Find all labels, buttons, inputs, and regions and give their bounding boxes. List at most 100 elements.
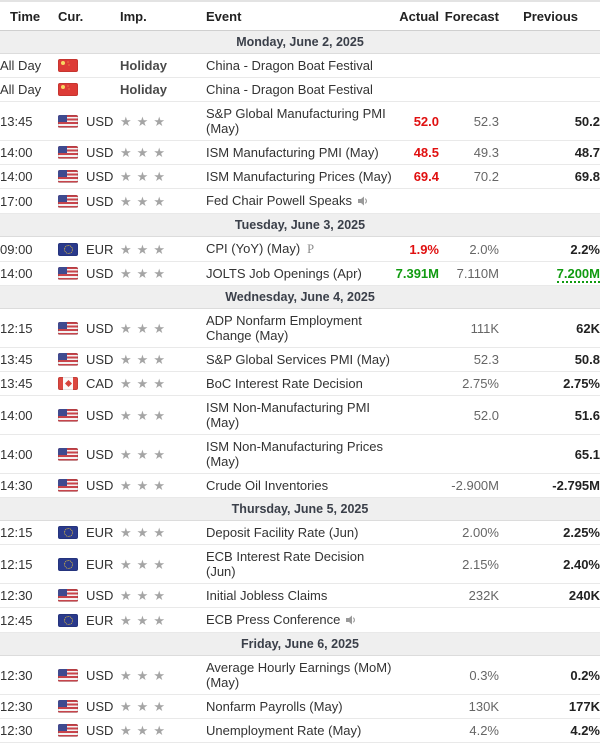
event-name[interactable]: ECB Interest Rate Decision (Jun) (206, 544, 394, 584)
previous-value: 0.2% (499, 655, 600, 695)
event-name[interactable]: BoC Interest Rate Decision (206, 371, 394, 396)
currency-code: USD (86, 667, 114, 683)
event-name[interactable]: Fed Chair Powell Speaks (206, 188, 394, 214)
forecast-value: 7.110M (439, 261, 499, 286)
currency-cell: USD (58, 188, 120, 214)
actual-value (394, 347, 439, 372)
event-row[interactable]: 14:00 USD ★ ★ ★ ISM Manufacturing Prices (May… (0, 164, 600, 189)
event-name[interactable]: Initial Jobless Claims (206, 583, 394, 608)
date-separator-row: Wednesday, June 4, 2025 (0, 285, 600, 309)
event-name[interactable]: S&P Global Services PMI (May) (206, 347, 394, 372)
date-label: Thursday, June 5, 2025 (0, 497, 600, 521)
event-name[interactable]: ISM Non-Manufacturing PMI (May) (206, 395, 394, 435)
star-icon: ★ (120, 320, 132, 336)
event-row[interactable]: 09:00 EUR ★ ★ ★ CPI (YoY) (May) P 1.9% 2.0% 2.2% (0, 236, 600, 262)
star-icon: ★ (153, 446, 165, 462)
star-icon: ★ (153, 723, 165, 738)
us-flag-icon (58, 724, 78, 737)
us-flag-icon (58, 170, 78, 183)
forecast-value: 111K (439, 308, 499, 348)
event-row[interactable]: 17:00 USD ★ ★ ★ Fed Chair Powell Speaks (0, 188, 600, 214)
event-row[interactable]: 14:00 USD ★ ★ ★ JOLTS Job Openings (Apr) 7.391… (0, 261, 600, 286)
event-name[interactable]: ADP Nonfarm Employment Change (May) (206, 308, 394, 348)
star-icon: ★ (136, 352, 149, 367)
event-name[interactable]: CPI (YoY) (May) P (206, 236, 394, 262)
holiday-cell: Holiday (120, 53, 206, 78)
importance-rating: ★ ★ ★ (120, 520, 206, 545)
event-row[interactable]: 12:15 USD ★ ★ ★ ADP Nonfarm Employment Change… (0, 308, 600, 348)
previous-text: 2.75% (563, 376, 600, 391)
forecast-value (439, 188, 499, 214)
actual-value (394, 607, 439, 633)
star-icon: ★ (153, 376, 165, 391)
event-time: 12:15 (0, 544, 58, 584)
star-icon: ★ (120, 556, 132, 572)
event-row[interactable]: All Day Holiday China - Dragon Boat Festiv… (0, 53, 600, 78)
event-name[interactable]: China - Dragon Boat Festival (206, 77, 394, 102)
event-row[interactable]: 14:00 USD ★ ★ ★ ISM Non-Manufacturing Prices … (0, 434, 600, 474)
star-icon: ★ (136, 376, 149, 391)
event-name[interactable]: Average Hourly Earnings (MoM) (May) (206, 655, 394, 695)
event-row[interactable]: All Day Holiday China - Dragon Boat Festiv… (0, 77, 600, 102)
event-time: 14:00 (0, 140, 58, 165)
us-flag-icon (58, 114, 78, 128)
event-row[interactable]: 12:15 EUR ★ ★ ★ ECB Interest Rate Decision (J… (0, 544, 600, 584)
currency-cell: EUR (58, 607, 120, 633)
event-row[interactable]: 12:30 USD ★ ★ ★ Unemployment Rate (May) 4.2% 4.… (0, 718, 600, 743)
event-row[interactable]: 13:45 USD ★ ★ ★ S&P Global Services PMI (May)… (0, 347, 600, 372)
us-flag-icon (58, 321, 78, 335)
forecast-value: 70.2 (439, 164, 499, 189)
importance-rating: ★ ★ ★ (120, 544, 206, 584)
star-icon: ★ (136, 407, 149, 423)
col-header-actual: Actual (394, 1, 439, 31)
event-name[interactable]: JOLTS Job Openings (Apr) (206, 261, 394, 286)
actual-value (394, 718, 439, 743)
event-time: 13:45 (0, 347, 58, 372)
importance-rating: ★ ★ ★ (120, 164, 206, 189)
star-icon: ★ (153, 478, 165, 493)
event-time: 12:15 (0, 520, 58, 545)
previous-value: 4.2% (499, 718, 600, 743)
event-time: 12:30 (0, 718, 58, 743)
event-row[interactable]: 12:45 EUR ★ ★ ★ ECB Press Conference (0, 607, 600, 633)
star-icon: ★ (120, 352, 132, 367)
speaker-icon (357, 194, 369, 209)
event-row[interactable]: 12:30 USD ★ ★ ★ Initial Jobless Claims 232K 240… (0, 583, 600, 608)
actual-value (394, 53, 439, 78)
forecast-value: 0.3% (439, 655, 499, 695)
currency-code: CAD (86, 376, 114, 391)
event-row[interactable]: 14:00 USD ★ ★ ★ ISM Manufacturing PMI (May) 48… (0, 140, 600, 165)
event-time: 09:00 (0, 236, 58, 262)
event-name[interactable]: Unemployment Rate (May) (206, 718, 394, 743)
event-name[interactable]: Deposit Facility Rate (Jun) (206, 520, 394, 545)
previous-value (499, 77, 600, 102)
event-row[interactable]: 12:30 USD ★ ★ ★ Average Hourly Earnings (MoM)… (0, 655, 600, 695)
previous-value (499, 188, 600, 214)
event-name[interactable]: ISM Manufacturing Prices (May) (206, 164, 394, 189)
star-icon: ★ (120, 407, 132, 423)
event-name[interactable]: Nonfarm Payrolls (May) (206, 694, 394, 719)
event-row[interactable]: 14:00 USD ★ ★ ★ ISM Non-Manufacturing PMI (Ma… (0, 395, 600, 435)
us-flag-icon (58, 479, 78, 492)
event-name[interactable]: Crude Oil Inventories (206, 473, 394, 498)
star-icon: ★ (136, 320, 149, 336)
event-row[interactable]: 13:45 USD ★ ★ ★ S&P Global Manufacturing PMI … (0, 101, 600, 141)
event-name[interactable]: ISM Manufacturing PMI (May) (206, 140, 394, 165)
event-name[interactable]: S&P Global Manufacturing PMI (May) (206, 101, 394, 141)
star-icon: ★ (153, 266, 165, 281)
importance-rating: ★ ★ ★ (120, 473, 206, 498)
star-icon: ★ (120, 145, 132, 160)
event-name[interactable]: ECB Press Conference (206, 607, 394, 633)
date-label: Friday, June 6, 2025 (0, 632, 600, 656)
event-name[interactable]: China - Dragon Boat Festival (206, 53, 394, 78)
event-row[interactable]: 12:15 EUR ★ ★ ★ Deposit Facility Rate (Jun) 2.… (0, 520, 600, 545)
event-row[interactable]: 12:30 USD ★ ★ ★ Nonfarm Payrolls (May) 130K 177… (0, 694, 600, 719)
event-title: S&P Global Manufacturing PMI (May) (206, 106, 386, 136)
event-row[interactable]: 14:30 USD ★ ★ ★ Crude Oil Inventories -2.900M -… (0, 473, 600, 498)
currency-code: USD (86, 723, 114, 738)
event-title: CPI (YoY) (May) (206, 241, 301, 256)
currency-code: USD (86, 169, 114, 184)
event-time: 12:30 (0, 583, 58, 608)
event-name[interactable]: ISM Non-Manufacturing Prices (May) (206, 434, 394, 474)
event-row[interactable]: 13:45 CAD ★ ★ ★ BoC Interest Rate Decision 2.7… (0, 371, 600, 396)
